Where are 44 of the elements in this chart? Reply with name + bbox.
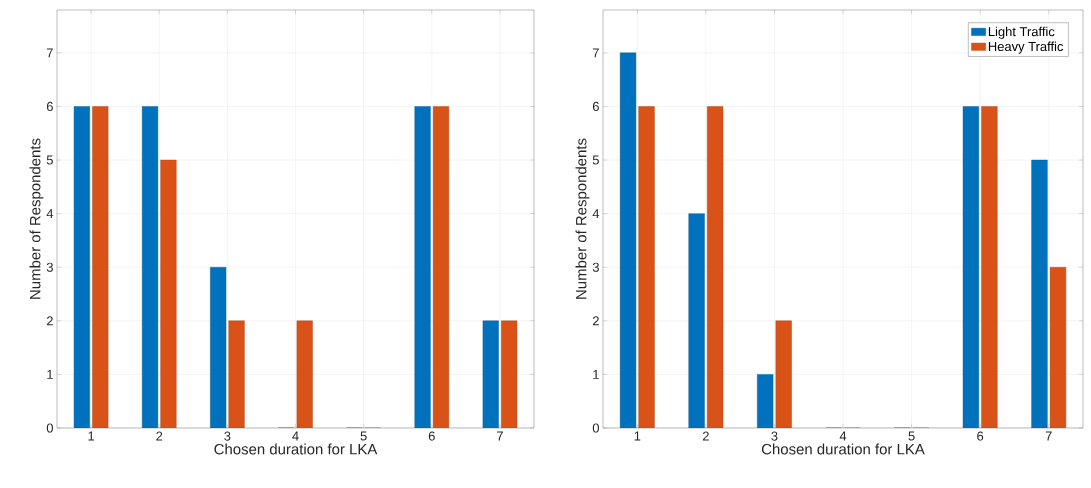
x-tick-label: 7 <box>1045 431 1052 441</box>
y-axis-title: Number of Respondents <box>29 138 44 299</box>
y-tick-label: 1 <box>593 369 599 379</box>
y-tick-label: 5 <box>592 155 599 165</box>
y-tick-label: 2 <box>46 316 53 326</box>
x-tick-label: 1 <box>88 431 95 441</box>
y-tick-label: 2 <box>592 316 599 326</box>
bar <box>981 106 998 428</box>
y-tick-label: 4 <box>592 209 600 219</box>
x-axis-title: Chosen duration for LKA <box>761 443 925 455</box>
x-tick-label: 2 <box>156 431 163 441</box>
bar <box>775 320 792 428</box>
x-tick-label: 4 <box>839 431 847 441</box>
y-tick-label: 6 <box>592 101 599 112</box>
y-tick-label: 0 <box>592 423 599 433</box>
bar <box>688 213 705 428</box>
x-tick-label: 5 <box>360 431 367 441</box>
bar <box>228 320 245 428</box>
bar <box>160 159 177 428</box>
x-axis-title: Chosen duration for LKA <box>214 443 378 455</box>
y-tick-label: 7 <box>592 48 599 58</box>
y-tick-label: 7 <box>46 48 53 58</box>
x-tick-label: 4 <box>292 431 299 441</box>
x-tick-label: 3 <box>224 431 231 441</box>
x-tick-label: 5 <box>908 431 915 441</box>
y-tick-label: 6 <box>46 101 53 112</box>
legend-label: Heavy Traffic <box>988 41 1064 54</box>
x-tick-label: 3 <box>771 431 778 441</box>
bar <box>414 106 431 428</box>
y-tick-label: 1 <box>47 369 53 379</box>
x-tick-label: 6 <box>428 431 435 441</box>
x-tick-label: 1 <box>634 431 641 441</box>
bar <box>1031 159 1048 428</box>
legend-label: Light Traffic <box>988 26 1055 39</box>
y-tick-label: 3 <box>592 262 599 272</box>
y-axis-title: Number of Respondents <box>575 138 590 299</box>
y-tick-label: 5 <box>46 155 53 165</box>
x-tick-label: 2 <box>702 431 709 441</box>
y-tick-label: 3 <box>46 262 53 272</box>
x-tick-label: 7 <box>497 431 503 441</box>
y-tick-label: 0 <box>46 423 53 433</box>
y-tick-label: 4 <box>46 209 54 219</box>
bar <box>638 106 655 428</box>
x-tick-label: 6 <box>977 431 984 441</box>
